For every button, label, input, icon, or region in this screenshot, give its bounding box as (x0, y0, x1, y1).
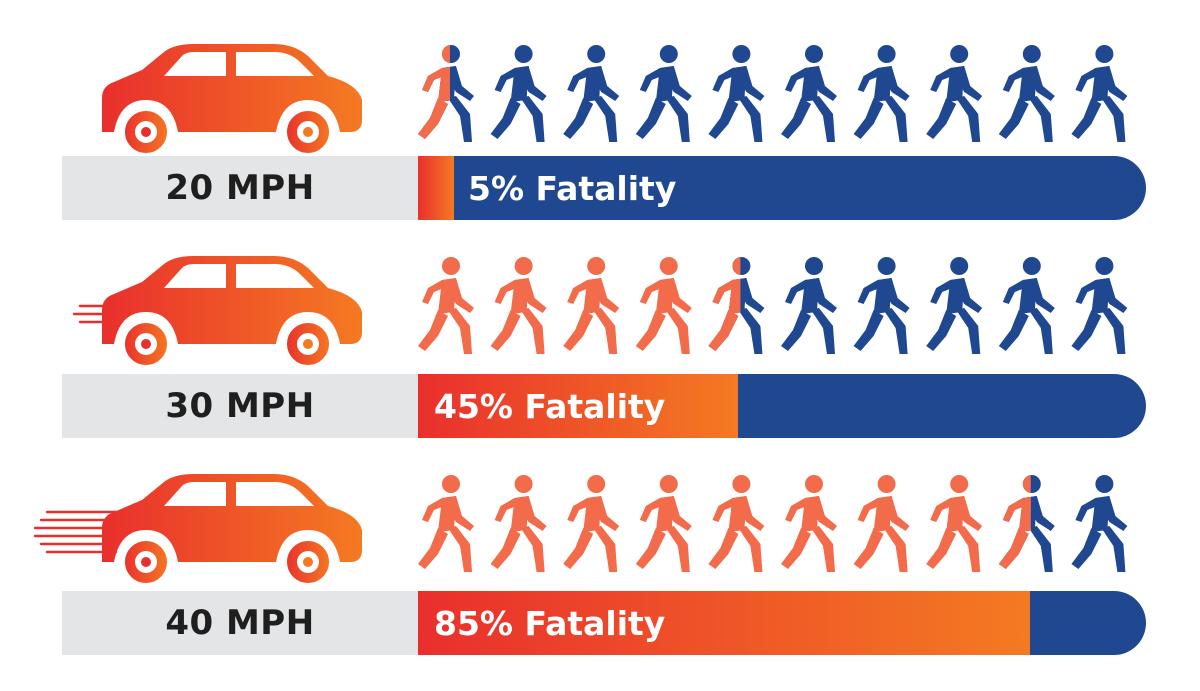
row-20mph: 20 MPH 5% Fatality (0, 40, 1200, 260)
pedestrian-icon (1071, 45, 1128, 142)
pedestrian-icon (635, 257, 692, 354)
pedestrian-icon (926, 257, 983, 354)
pedestrian-icon (781, 475, 837, 572)
pedestrian-icon (998, 475, 1055, 572)
pedestrian-icon (708, 475, 765, 572)
pedestrian-icon (853, 45, 910, 142)
car-graphic (28, 470, 368, 600)
pedestrian-icon (418, 475, 474, 572)
fatality-label: 85% Fatality (434, 603, 666, 643)
speed-label: 30 MPH (62, 374, 418, 438)
row-40mph: 40 MPH 85% Fatality (0, 470, 1200, 690)
pedestrian-row (412, 40, 1152, 150)
fatality-bar: 45% Fatality (418, 374, 1146, 438)
fatality-bar-fill (418, 591, 1030, 655)
pedestrian-icon (635, 45, 692, 142)
fatality-label: 45% Fatality (434, 386, 666, 426)
pedestrian-icon (490, 475, 547, 572)
speed-label: 40 MPH (62, 591, 418, 655)
pedestrian-icon (926, 45, 983, 142)
pedestrian-row (412, 470, 1152, 580)
fatality-bar: 5% Fatality (418, 156, 1146, 220)
fatality-bar-fill (418, 156, 454, 220)
pedestrian-icon (781, 45, 837, 142)
pedestrian-icon (853, 475, 910, 572)
pedestrian-icon (998, 45, 1055, 142)
pedestrian-row (412, 252, 1152, 362)
pedestrian-icon (708, 257, 765, 354)
fatality-bar: 85% Fatality (418, 591, 1146, 655)
fatality-bar-fill (418, 374, 738, 438)
pedestrian-icon (563, 45, 620, 142)
pedestrian-icon (490, 257, 547, 354)
pedestrian-icon (926, 475, 983, 572)
row-30mph: 30 MPH 45% Fatality (0, 252, 1200, 472)
pedestrian-icon (998, 257, 1055, 354)
pedestrian-icon (635, 475, 692, 572)
speed-label: 20 MPH (62, 156, 418, 220)
pedestrian-icon (708, 45, 765, 142)
pedestrian-icon (1071, 475, 1128, 572)
pedestrian-icon (490, 45, 547, 142)
pedestrian-icon (563, 475, 620, 572)
fatality-label: 5% Fatality (468, 168, 677, 208)
pedestrian-icon (563, 257, 620, 354)
car-graphic (28, 252, 368, 382)
pedestrian-icon (418, 257, 474, 354)
pedestrian-icon (418, 45, 474, 142)
pedestrian-icon (781, 257, 837, 354)
pedestrian-icon (853, 257, 910, 354)
pedestrian-icon (1071, 257, 1128, 354)
car-graphic (28, 40, 368, 170)
